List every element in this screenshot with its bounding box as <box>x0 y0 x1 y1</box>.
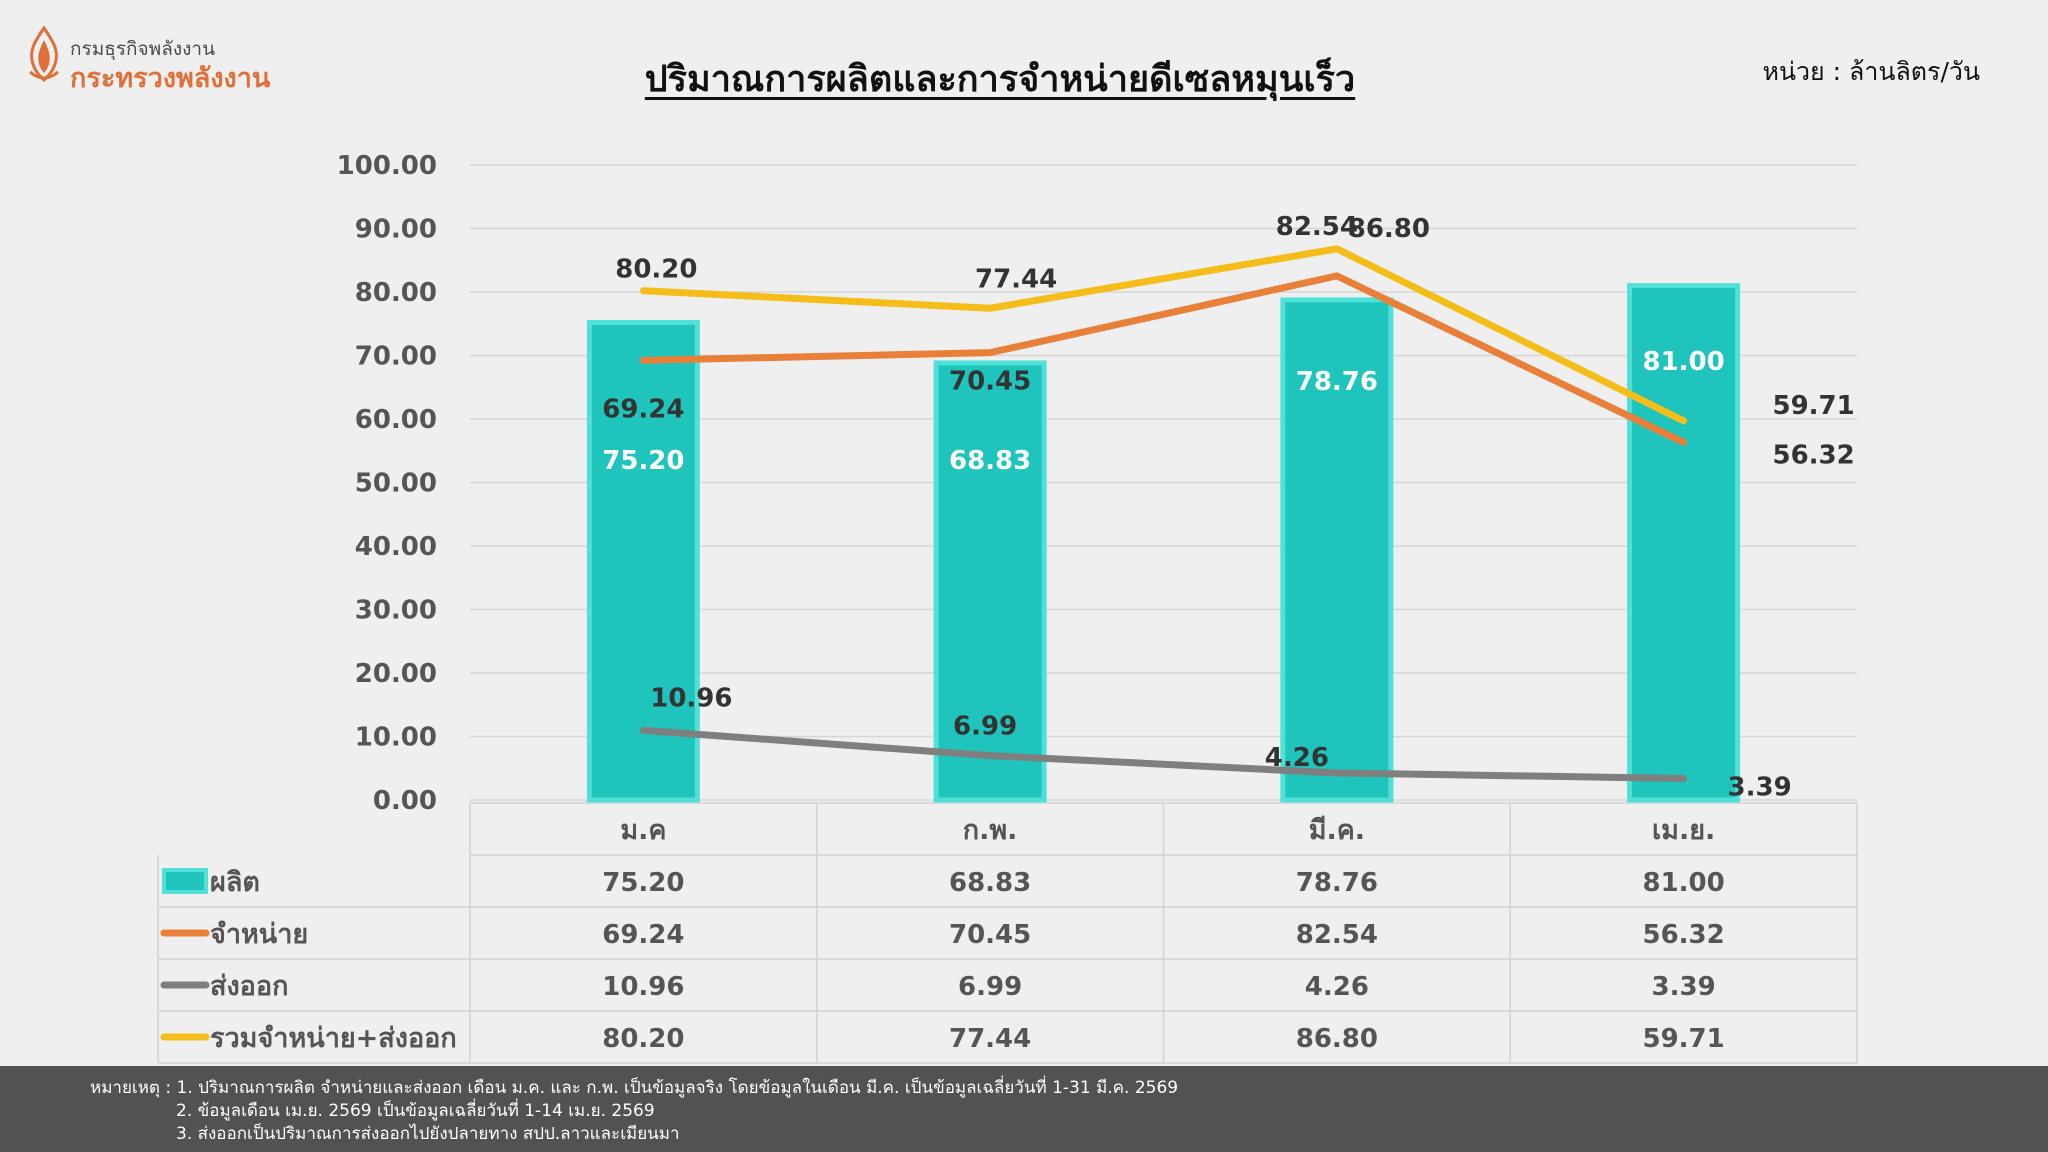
bar <box>1280 297 1394 803</box>
line-data-label: 80.20 <box>615 255 697 285</box>
footer-notes: หมายเหตุ : 1. ปริมาณการผลิต จำหน่ายและส่… <box>0 1066 2048 1152</box>
table-cell-value: 68.83 <box>949 868 1031 898</box>
table-cell-value: 78.76 <box>1296 868 1378 898</box>
legend-label: ส่งออก <box>210 971 288 1002</box>
legend-label: จำหน่าย <box>210 919 308 950</box>
table-cell-value: 59.71 <box>1643 1024 1725 1054</box>
line-data-label: 70.45 <box>949 367 1031 397</box>
y-tick-label: 20.00 <box>355 659 437 689</box>
line-data-label: 82.54 <box>1276 212 1358 242</box>
line-data-label: 59.71 <box>1773 391 1855 421</box>
table-cell-value: 10.96 <box>602 972 684 1002</box>
y-tick-label: 100.00 <box>337 151 437 181</box>
line-data-label: 4.26 <box>1265 743 1329 773</box>
legend-swatch <box>162 868 208 894</box>
table-cell-value: 69.24 <box>602 920 684 950</box>
page-title: ปริมาณการผลิตและการจำหน่ายดีเซลหมุนเร็ว <box>644 59 1356 100</box>
table-cell-value: 82.54 <box>1296 920 1378 950</box>
legend-label: ผลิต <box>210 867 260 898</box>
x-category-label: ม.ค <box>620 815 666 846</box>
bar <box>1627 283 1741 803</box>
x-category-label: มี.ค. <box>1309 815 1365 846</box>
y-tick-label: 90.00 <box>355 215 437 245</box>
chart: 0.00 10.00 20.00 30.00 40.00 50.00 60.00 70.00 8… <box>157 151 1858 1064</box>
footnote-1: หมายเหตุ : 1. ปริมาณการผลิต จำหน่ายและส่… <box>90 1078 1179 1098</box>
footnote-3: 3. ส่งออกเป็นปริมาณการส่งออกไปยังปลายทาง… <box>176 1124 680 1144</box>
line-data-label: 3.39 <box>1728 772 1792 802</box>
table-cell-value: 80.20 <box>602 1024 684 1054</box>
line-data-label: 6.99 <box>953 712 1017 742</box>
series-line <box>639 272 1688 446</box>
logo-line1: กรมธุรกิจพลังงาน <box>70 38 216 60</box>
y-tick-label: 10.00 <box>355 723 437 753</box>
line-data-label: 86.80 <box>1348 214 1430 244</box>
x-category-label: ก.พ. <box>963 815 1018 846</box>
line-data-label: 69.24 <box>602 394 684 424</box>
line-data-label: 56.32 <box>1773 440 1855 470</box>
y-tick-label: 50.00 <box>355 469 437 499</box>
bar-data-label: 68.83 <box>949 446 1031 476</box>
series-line <box>639 726 1688 782</box>
table-cell-value: 56.32 <box>1643 920 1725 950</box>
table-cell-value: 4.26 <box>1305 972 1369 1002</box>
table-cell-value: 77.44 <box>949 1024 1031 1054</box>
line-data-label: 10.96 <box>650 683 732 713</box>
footnote-2: 2. ข้อมูลเดือน เม.ย. 2569 เป็นข้อมูลเฉลี… <box>176 1101 655 1121</box>
x-category-label: เม.ย. <box>1652 815 1715 846</box>
table-cell-value: 6.99 <box>958 972 1022 1002</box>
bar <box>933 360 1047 803</box>
logo-line2: กระทรวงพลังงาน <box>70 63 271 94</box>
y-tick-label: 0.00 <box>373 786 437 816</box>
y-tick-label: 30.00 <box>355 596 437 626</box>
bar <box>586 319 700 803</box>
table-cell-value: 70.45 <box>949 920 1031 950</box>
table-cell-value: 3.39 <box>1652 972 1716 1002</box>
y-tick-label: 60.00 <box>355 405 437 435</box>
line-data-label: 77.44 <box>975 264 1057 294</box>
table-cell-value: 81.00 <box>1643 868 1725 898</box>
table-cell-value: 75.20 <box>602 868 684 898</box>
legend-label: รวมจำหน่าย+ส่งออก <box>210 1023 457 1054</box>
bar-data-label: 75.20 <box>602 446 684 476</box>
unit-label: หน่วย : ล้านลิตร/วัน <box>1762 57 1980 86</box>
bar-data-label: 78.76 <box>1296 367 1378 397</box>
table-cell-value: 86.80 <box>1296 1024 1378 1054</box>
y-tick-label: 40.00 <box>355 532 437 562</box>
y-tick-label: 70.00 <box>355 342 437 372</box>
flame-logo-icon <box>29 26 59 82</box>
bar-data-label: 81.00 <box>1643 347 1725 377</box>
series-line <box>639 245 1688 425</box>
logo: กรมธุรกิจพลังงาน กระทรวงพลังงาน <box>26 26 316 94</box>
y-tick-label: 80.00 <box>355 278 437 308</box>
